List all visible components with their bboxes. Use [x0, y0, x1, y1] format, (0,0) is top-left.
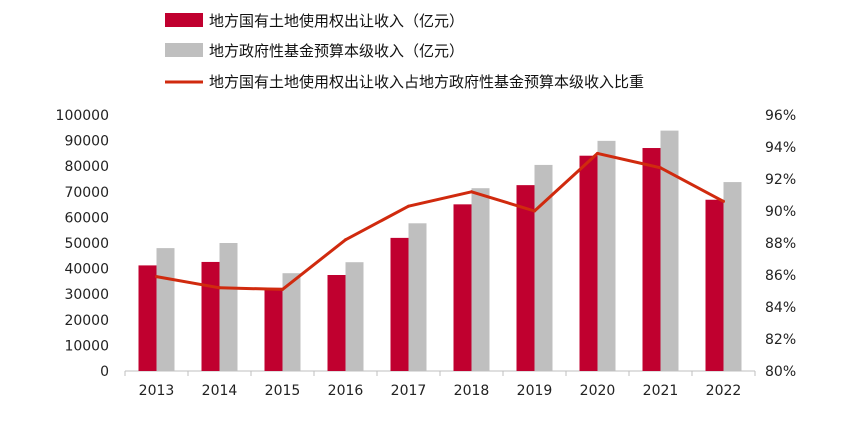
right-y-tick-label: 82% [765, 332, 796, 348]
legend-item-land-revenue: 地方国有土地使用权出让收入（亿元） [165, 12, 464, 30]
right-y-tick-label: 96% [765, 108, 796, 124]
legend-item-ratio: 地方国有土地使用权出让收入占地方政府性基金预算本级收入比重 [165, 73, 644, 91]
right-y-tick-label: 94% [765, 140, 796, 156]
fund-revenue-bar [345, 262, 364, 371]
legend-swatch-fund-revenue [165, 43, 203, 57]
left-y-tick-label: 80000 [64, 159, 109, 175]
right-y-tick-label: 92% [765, 172, 796, 188]
fund-revenue-bar [660, 130, 679, 371]
right-y-tick-label: 80% [765, 364, 796, 380]
left-y-tick-label: 50000 [64, 236, 109, 252]
land-revenue-bar [390, 237, 409, 371]
right-y-tick-label: 90% [765, 204, 796, 220]
land-revenue-bar [264, 287, 283, 371]
ratio-point [596, 151, 599, 155]
left-y-tick-label: 70000 [64, 185, 109, 201]
ratio-point [155, 275, 158, 279]
x-tick-label: 2018 [454, 383, 490, 399]
left-y-tick-label: 40000 [64, 262, 109, 278]
ratio-point [470, 190, 473, 194]
legend-label-ratio: 地方国有土地使用权出让收入占地方政府性基金预算本级收入比重 [209, 73, 644, 91]
ratio-point [407, 204, 410, 208]
x-tick-label: 2014 [202, 383, 238, 399]
land-revenue-bar [705, 199, 724, 371]
legend-item-fund-revenue: 地方政府性基金预算本级收入（亿元） [165, 42, 464, 60]
ratio-point [218, 286, 221, 290]
fund-revenue-bar [471, 188, 490, 371]
land-revenue-bar [516, 185, 535, 371]
x-tick-label: 2021 [643, 383, 679, 399]
fund-revenue-bar [723, 182, 742, 371]
x-tick-label: 2016 [328, 383, 364, 399]
left-y-tick-label: 20000 [64, 313, 109, 329]
ratio-point [722, 199, 725, 203]
right-y-tick-label: 86% [765, 268, 796, 284]
x-tick-label: 2022 [706, 383, 742, 399]
ratio-line [156, 151, 725, 291]
fund-revenue-bar [156, 248, 175, 371]
x-tick-label: 2013 [139, 383, 175, 399]
ratio-point [281, 287, 284, 291]
legend: 地方国有土地使用权出让收入（亿元） 地方政府性基金预算本级收入（亿元） 地方国有… [165, 12, 644, 91]
x-tick-label: 2019 [517, 383, 553, 399]
left-y-tick-label: 90000 [64, 134, 109, 150]
land-revenue-bar [138, 265, 157, 371]
land-revenue-bar [642, 148, 661, 371]
left-y-tick-label: 10000 [64, 338, 109, 354]
left-y-tick-label: 60000 [64, 210, 109, 226]
land-revenue-bar [327, 275, 346, 371]
ratio-point [344, 238, 347, 242]
x-tick-label: 2015 [265, 383, 301, 399]
ratio-point [659, 166, 662, 170]
fund-revenue-bar [597, 140, 616, 371]
bars [138, 130, 742, 371]
left-y-tick-label: 0 [100, 364, 109, 380]
ratio-point [533, 209, 536, 213]
fund-revenue-bar [282, 273, 301, 371]
fund-revenue-bar [534, 164, 553, 371]
x-tick-label: 2017 [391, 383, 427, 399]
fund-revenue-bar [219, 243, 238, 371]
left-y-tick-label: 30000 [64, 287, 109, 303]
fund-revenue-bar [408, 223, 427, 371]
land-revenue-bar [201, 261, 220, 371]
right-y-tick-label: 88% [765, 236, 796, 252]
ratio-line-layer [155, 151, 725, 291]
axes: 2013 2014 2015 2016 2017 2018 2019 2020 2021 2022… [56, 108, 797, 399]
x-tick-label: 2020 [580, 383, 616, 399]
legend-label-land-revenue: 地方国有土地使用权出让收入（亿元） [209, 12, 464, 30]
right-y-tick-label: 84% [765, 300, 796, 316]
left-y-tick-label: 100000 [56, 108, 109, 124]
land-revenue-bar [453, 204, 472, 371]
legend-swatch-land-revenue [165, 13, 203, 27]
land-revenue-bar [579, 155, 598, 371]
legend-label-fund-revenue: 地方政府性基金预算本级收入（亿元） [209, 42, 464, 60]
